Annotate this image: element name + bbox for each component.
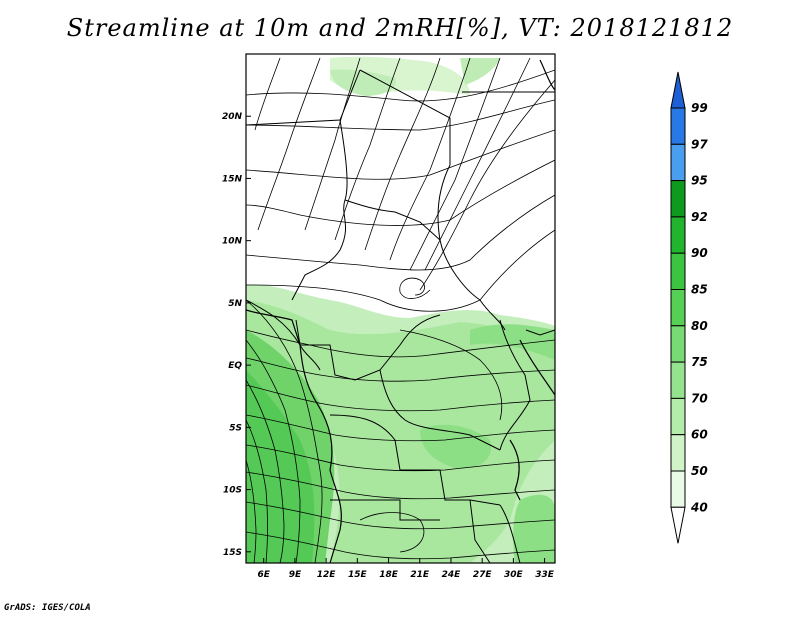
lon-tick-label: 9E bbox=[289, 570, 302, 580]
map-frame bbox=[245, 53, 556, 564]
colorbar-label: 97 bbox=[691, 137, 708, 151]
colorbar-segment bbox=[670, 325, 686, 363]
colorbar-segment bbox=[670, 252, 686, 290]
lat-tick-label: 15S bbox=[223, 548, 242, 558]
colorbar-label: 50 bbox=[691, 464, 708, 478]
lat-tick-label: 15N bbox=[222, 174, 243, 184]
colorbar-segment bbox=[670, 397, 686, 436]
colorbar-label: 99 bbox=[691, 101, 708, 115]
humidity-colorbar: 99 97 95 92 90 85 80 75 70 60 50 40 bbox=[670, 71, 708, 544]
colorbar-label: 85 bbox=[691, 283, 708, 297]
lat-tick-label: 20N bbox=[222, 112, 243, 122]
grads-credit: GrADS: IGES/COLA bbox=[4, 603, 91, 613]
lon-tick-label: 12E bbox=[317, 570, 337, 580]
colorbar-label: 95 bbox=[691, 174, 708, 188]
colorbar-segment bbox=[670, 107, 686, 145]
colorbar-label: 90 bbox=[691, 246, 708, 260]
colorbar-segment bbox=[670, 143, 686, 182]
lat-tick-label: EQ bbox=[228, 361, 242, 371]
lon-tick-label: 18E bbox=[379, 570, 399, 580]
colorbar-segment bbox=[670, 216, 686, 254]
lat-tick-label: 10N bbox=[222, 237, 243, 247]
lon-tick-label: 6E bbox=[257, 570, 270, 580]
colorbar-label: 80 bbox=[691, 319, 708, 333]
colorbar-segment bbox=[670, 180, 686, 218]
colorbar-label: 70 bbox=[691, 391, 708, 405]
streamlines bbox=[246, 57, 555, 563]
lon-tick-label: 24E bbox=[442, 570, 462, 580]
map-title: Streamline at 10m and 2mRH[%], VT: 20181… bbox=[66, 14, 734, 42]
lat-tick-label: 5S bbox=[229, 423, 242, 433]
colorbar-label: 75 bbox=[691, 355, 708, 369]
longitude-axis: 6E 9E 12E 15E 18E 21E 24E 27E 30E 33E bbox=[257, 558, 555, 580]
colorbar-bottom-arrow bbox=[670, 506, 686, 544]
lon-tick-label: 30E bbox=[504, 570, 524, 580]
colorbar-label: 40 bbox=[690, 500, 708, 514]
humidity-shading bbox=[246, 56, 555, 563]
coastlines bbox=[246, 59, 555, 563]
lat-tick-label: 5N bbox=[228, 299, 242, 309]
lat-tick-label: 10S bbox=[223, 486, 242, 496]
colorbar-segment bbox=[670, 361, 686, 399]
lon-tick-label: 21E bbox=[410, 570, 430, 580]
colorbar-top-arrow bbox=[670, 71, 686, 109]
lon-tick-label: 33E bbox=[535, 570, 555, 580]
lon-tick-label: 27E bbox=[473, 570, 493, 580]
colorbar-label: 60 bbox=[691, 428, 708, 442]
colorbar-segment bbox=[670, 434, 686, 472]
latitude-axis: 20N 15N 10N 5N EQ 5S 10S 15S bbox=[222, 112, 251, 558]
colorbar-label: 92 bbox=[691, 210, 708, 224]
colorbar-segment bbox=[670, 470, 686, 508]
lon-tick-label: 15E bbox=[348, 570, 368, 580]
colorbar-segment bbox=[670, 289, 686, 327]
